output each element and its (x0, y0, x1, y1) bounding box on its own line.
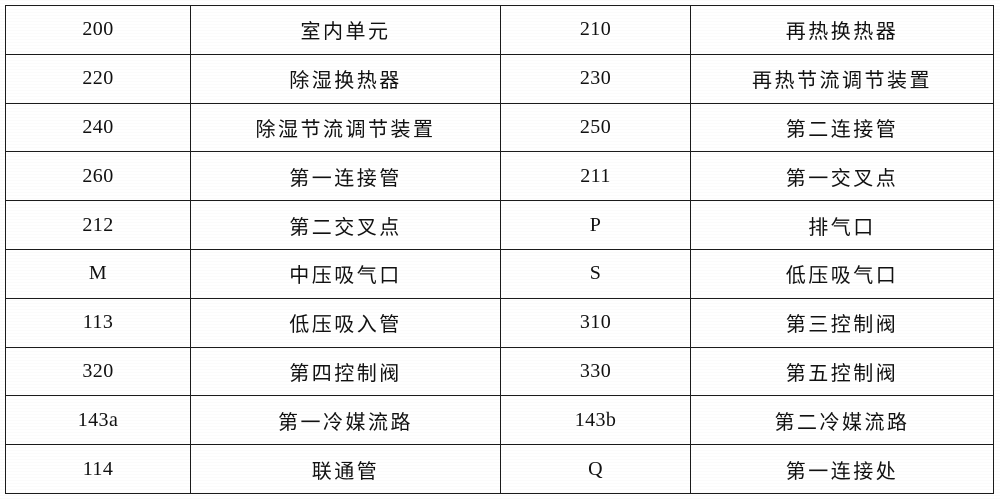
cell-numeral: 211 (500, 151, 691, 202)
table-body: 200 室内单元 210 再热换热器 220 除湿换热器 230 再热节流调节装… (5, 5, 994, 494)
cell-numeral: 212 (5, 200, 191, 250)
cell-term: 第四控制阀 (190, 346, 501, 397)
cell-term: 除湿节流调节装置 (190, 102, 501, 153)
cell-numeral: 230 (500, 53, 691, 104)
cell-numeral: 250 (500, 102, 691, 153)
table-row: 113 低压吸入管 310 第三控制阀 (5, 297, 994, 348)
cell-numeral: 114 (5, 444, 191, 494)
cell-term: 第一连接处 (690, 444, 994, 494)
cell-term: 第二交叉点 (190, 200, 501, 250)
cell-numeral: 200 (5, 5, 191, 55)
table-row: 240 除湿节流调节装置 250 第二连接管 (5, 102, 994, 153)
cell-numeral: 143a (5, 395, 191, 446)
cell-numeral: 143b (500, 395, 691, 446)
table-row: 220 除湿换热器 230 再热节流调节装置 (5, 53, 994, 104)
cell-numeral: 260 (5, 151, 191, 202)
cell-numeral: M (5, 248, 191, 299)
cell-term: 室内单元 (190, 5, 501, 55)
cell-term: 第二冷媒流路 (690, 395, 994, 446)
cell-numeral: 320 (5, 346, 191, 397)
cell-term: 第一交叉点 (690, 151, 994, 202)
cell-numeral: 113 (5, 297, 191, 348)
cell-numeral: S (500, 248, 691, 299)
cell-numeral: 240 (5, 102, 191, 153)
cell-term: 第三控制阀 (690, 297, 994, 348)
reference-numeral-table: 200 室内单元 210 再热换热器 220 除湿换热器 230 再热节流调节装… (5, 5, 994, 494)
cell-numeral: 310 (500, 297, 691, 348)
cell-term: 第五控制阀 (690, 346, 994, 397)
cell-numeral: 210 (500, 5, 691, 55)
table-row: 320 第四控制阀 330 第五控制阀 (5, 346, 994, 397)
cell-term: 第一冷媒流路 (190, 395, 501, 446)
cell-numeral: 220 (5, 53, 191, 104)
cell-term: 第一连接管 (190, 151, 501, 202)
cell-term: 除湿换热器 (190, 53, 501, 104)
cell-term: 联通管 (190, 444, 501, 494)
cell-numeral: P (500, 200, 691, 250)
cell-numeral: Q (500, 444, 691, 494)
cell-term: 排气口 (690, 200, 994, 250)
table-row: 260 第一连接管 211 第一交叉点 (5, 151, 994, 202)
table-row: 212 第二交叉点 P 排气口 (5, 200, 994, 250)
table-row: M 中压吸气口 S 低压吸气口 (5, 248, 994, 299)
cell-term: 再热节流调节装置 (690, 53, 994, 104)
cell-term: 中压吸气口 (190, 248, 501, 299)
cell-term: 低压吸气口 (690, 248, 994, 299)
table-row: 200 室内单元 210 再热换热器 (5, 5, 994, 55)
cell-numeral: 330 (500, 346, 691, 397)
cell-term: 再热换热器 (690, 5, 994, 55)
cell-term: 第二连接管 (690, 102, 994, 153)
cell-term: 低压吸入管 (190, 297, 501, 348)
table-row: 143a 第一冷媒流路 143b 第二冷媒流路 (5, 395, 994, 446)
table-row: 114 联通管 Q 第一连接处 (5, 444, 994, 494)
